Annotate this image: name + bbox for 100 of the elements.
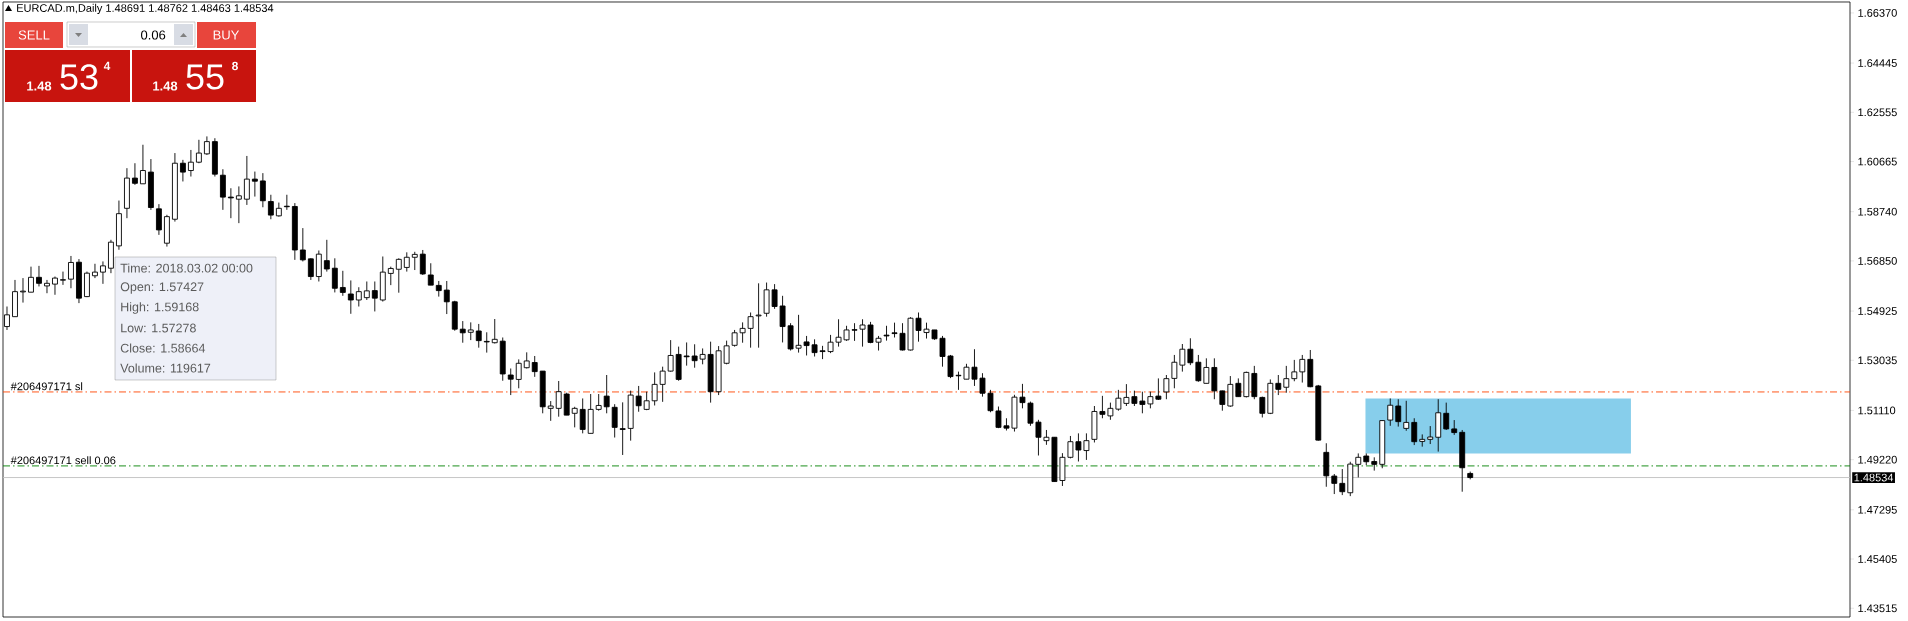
annotation: 1.48: [27, 81, 52, 91]
annotation: Close: 1.58664: [120, 343, 206, 353]
candlestick: [331, 257, 338, 293]
y-tick-label: 1.51110: [1858, 406, 1896, 415]
candlestick: [387, 266, 394, 286]
candlestick: [219, 168, 226, 211]
candlestick: [299, 227, 306, 262]
candlestick: [1403, 400, 1410, 432]
candlestick: [267, 194, 274, 220]
annotation: BUY: [213, 30, 240, 40]
candlestick: [1291, 359, 1298, 382]
candlestick: [1211, 357, 1218, 400]
candlestick: [371, 281, 378, 312]
y-tick-label: 1.58740: [1858, 207, 1897, 216]
candlestick: [307, 257, 314, 281]
candlestick: [395, 257, 402, 294]
candlestick: [619, 401, 626, 456]
annotation: Open: 1.57427: [120, 282, 204, 294]
candlestick: [1355, 452, 1362, 478]
candlestick: [92, 263, 98, 279]
y-tick-label: 1.56850: [1858, 257, 1897, 265]
candlestick: [1203, 357, 1210, 384]
y-tick-label: 1.64445: [1858, 59, 1897, 67]
candlestick: [187, 149, 194, 177]
candlestick: [363, 281, 370, 301]
candlestick: [339, 270, 346, 297]
candlestick: [491, 318, 498, 344]
y-tick-label: 1.49220: [1858, 455, 1897, 464]
chart-title: EURCAD.m,Daily 1.48691 1.48762 1.48463 1.48534: [17, 3, 274, 15]
candlestick: [132, 162, 138, 186]
candlestick: [403, 251, 410, 273]
y-tick-label: 1.43515: [1858, 604, 1897, 613]
candlestick: [667, 339, 674, 373]
candlestick: [475, 323, 482, 349]
y-tick-label: 1.53035: [1858, 356, 1897, 365]
candlestick: [203, 135, 210, 156]
candlestick: [587, 393, 594, 434]
candlestick: [275, 202, 282, 218]
candlestick: [1227, 375, 1234, 408]
candlestick: [635, 385, 642, 413]
candlestick: [611, 403, 618, 438]
y-tick-label: 1.45405: [1858, 555, 1897, 563]
annotation: 4: [103, 61, 111, 71]
candlestick: [1299, 354, 1306, 384]
annotation: 55: [186, 64, 224, 90]
candlestick: [36, 265, 42, 287]
annotation: High: 1.59168: [121, 302, 199, 314]
candlestick: [251, 171, 258, 198]
ref-line-label: #206497171 sl: [10, 382, 83, 391]
candlestick: [140, 144, 146, 185]
ref-line-label: #206497171 sell 0.06: [10, 456, 116, 465]
candlestick: [44, 279, 50, 294]
candlestick: [1323, 442, 1330, 488]
candlestick: [227, 187, 234, 219]
candlestick: [20, 277, 26, 304]
annotation: Time: 2018.03.02 00:00: [120, 263, 253, 273]
candlestick: [459, 320, 466, 344]
candlestick: [1387, 398, 1394, 427]
candlestick: [355, 286, 362, 307]
candlestick: [443, 280, 450, 315]
candlestick: [659, 366, 666, 403]
candlestick: [259, 172, 266, 208]
candlestick: [411, 251, 418, 271]
candlestick: [1339, 468, 1346, 496]
candlestick: [84, 271, 90, 298]
candlestick: [100, 260, 106, 285]
y-tick-label: 1.54925: [1858, 307, 1897, 315]
candlestick: [507, 368, 514, 396]
candlestick: [323, 239, 330, 273]
y-tick-label: 1.60665: [1858, 157, 1897, 166]
candlestick: [651, 371, 658, 406]
candlestick: [483, 331, 490, 354]
candlestick: [235, 185, 242, 224]
candlestick: [1195, 354, 1202, 383]
candlestick: [243, 155, 250, 206]
annotation: Volume: 119617: [120, 363, 211, 373]
candlestick: [68, 255, 74, 289]
candlestick: [579, 398, 586, 434]
annotation: 0.06: [141, 30, 166, 40]
candlestick: [1331, 473, 1338, 495]
candlestick: [515, 358, 522, 389]
annotation: 8: [232, 61, 238, 71]
y-tick-label: 1.62555: [1858, 108, 1897, 117]
annotation: Low: 1.57278: [121, 323, 196, 333]
y-tick-label: 1.66370: [1858, 9, 1897, 17]
candlestick: [1419, 433, 1426, 448]
candlestick: [1283, 365, 1290, 394]
candlestick: [155, 203, 162, 236]
annotation: SELL: [18, 30, 50, 40]
candlestick: [883, 325, 890, 342]
y-tick-label: 1.47295: [1858, 505, 1897, 514]
candlestick: [1251, 365, 1258, 400]
ref-line-label: 1.48534: [1854, 473, 1894, 482]
candlestick: [603, 374, 610, 414]
candlestick: [427, 262, 434, 286]
candlestick: [1395, 398, 1402, 428]
candlestick: [347, 280, 354, 315]
candlestick: [555, 380, 562, 418]
annotation: 53: [60, 64, 98, 90]
candlestick: [179, 159, 186, 182]
